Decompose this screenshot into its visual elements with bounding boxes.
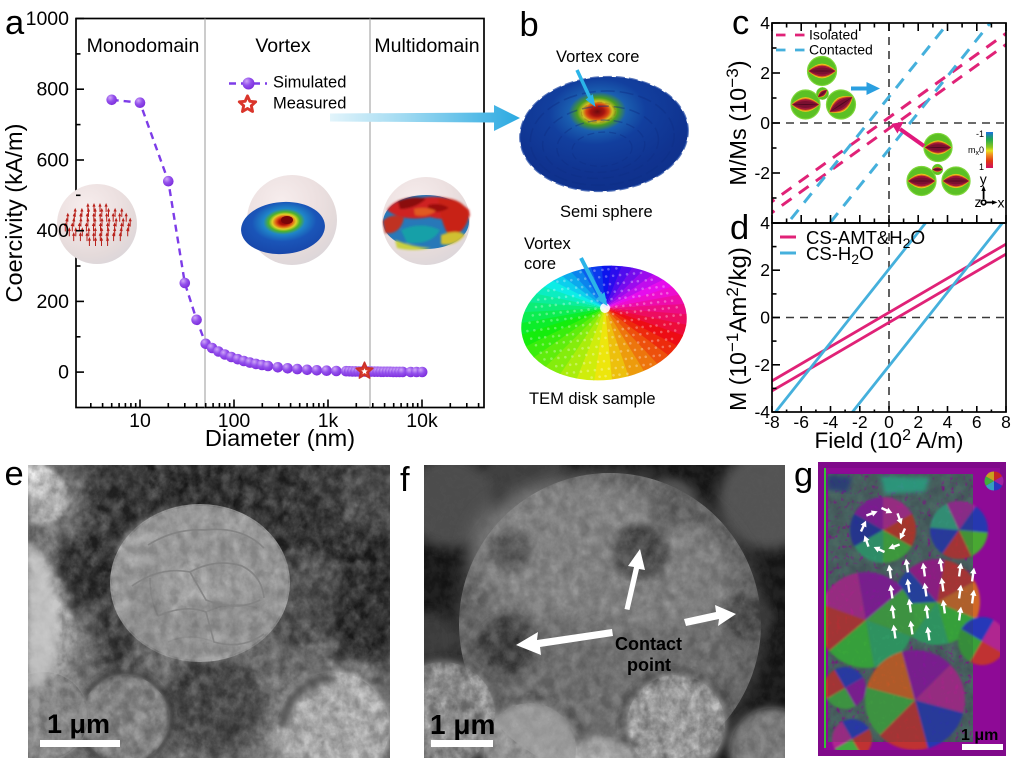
svg-text:f: f — [400, 461, 410, 499]
svg-text:2: 2 — [760, 260, 770, 280]
svg-text:0: 0 — [884, 412, 894, 432]
svg-text:8: 8 — [1001, 412, 1011, 432]
svg-text:point: point — [627, 655, 671, 675]
svg-text:6: 6 — [972, 412, 982, 432]
svg-text:-2: -2 — [754, 163, 770, 183]
svg-text:600: 600 — [36, 150, 69, 172]
svg-text:TEM disk sample: TEM disk sample — [529, 390, 656, 408]
svg-text:y: y — [980, 171, 987, 187]
svg-text:4: 4 — [760, 13, 770, 33]
svg-text:Contact: Contact — [615, 634, 682, 654]
svg-text:M (10−1Am2/kg): M (10−1Am2/kg) — [723, 247, 752, 411]
svg-text:Isolated: Isolated — [809, 27, 858, 43]
svg-text:Monodomain: Monodomain — [87, 35, 200, 57]
svg-text:Vortex core: Vortex core — [556, 48, 639, 66]
svg-text:z: z — [975, 194, 982, 210]
svg-text:Multidomain: Multidomain — [374, 35, 479, 57]
svg-text:-4: -4 — [754, 402, 770, 422]
svg-text:0: 0 — [58, 362, 69, 384]
svg-text:1: 1 — [979, 162, 984, 172]
svg-text:Simulated: Simulated — [273, 74, 346, 92]
svg-text:core: core — [524, 255, 556, 273]
svg-text:c: c — [732, 4, 749, 42]
svg-text:Measured: Measured — [273, 95, 346, 113]
svg-text:0: 0 — [760, 308, 770, 328]
svg-text:-2: -2 — [852, 412, 868, 432]
svg-text:Diameter (nm): Diameter (nm) — [205, 425, 355, 451]
svg-text:400: 400 — [36, 220, 69, 242]
svg-text:4: 4 — [760, 213, 770, 233]
svg-text:-4: -4 — [823, 412, 839, 432]
svg-text:2: 2 — [913, 412, 923, 432]
svg-text:b: b — [520, 6, 539, 44]
svg-text:Coercivity (kA/m): Coercivity (kA/m) — [1, 124, 27, 303]
svg-text:2: 2 — [760, 63, 770, 83]
svg-text:g: g — [794, 456, 813, 494]
svg-text:4: 4 — [943, 412, 953, 432]
svg-text:200: 200 — [36, 291, 69, 313]
svg-text:100: 100 — [218, 410, 251, 432]
svg-text:Contacted: Contacted — [809, 42, 873, 58]
svg-text:Semi sphere: Semi sphere — [560, 203, 653, 221]
svg-text:1 μm: 1 μm — [47, 709, 110, 739]
svg-text:mx0: mx0 — [968, 145, 984, 157]
svg-text:1k: 1k — [318, 410, 339, 432]
svg-text:0: 0 — [760, 113, 770, 133]
svg-text:-8: -8 — [764, 412, 780, 432]
svg-text:10k: 10k — [406, 410, 438, 432]
svg-text:d: d — [730, 209, 749, 247]
svg-text:1 μm: 1 μm — [430, 709, 495, 740]
svg-text:Vortex: Vortex — [524, 235, 572, 253]
svg-text:-1: -1 — [976, 129, 984, 139]
svg-text:800: 800 — [36, 79, 69, 101]
svg-text:Vortex: Vortex — [255, 35, 311, 57]
svg-text:10: 10 — [129, 410, 151, 432]
svg-text:Field (102 A/m): Field (102 A/m) — [815, 427, 964, 453]
svg-text:a: a — [5, 4, 25, 42]
svg-text:CS-H2O: CS-H2O — [806, 243, 874, 267]
svg-text:1000: 1000 — [26, 8, 70, 30]
svg-text:-6: -6 — [793, 412, 809, 432]
svg-text:1 μm: 1 μm — [961, 727, 998, 744]
svg-text:-2: -2 — [754, 355, 770, 375]
svg-text:e: e — [5, 455, 24, 493]
svg-text:x: x — [998, 195, 1005, 211]
